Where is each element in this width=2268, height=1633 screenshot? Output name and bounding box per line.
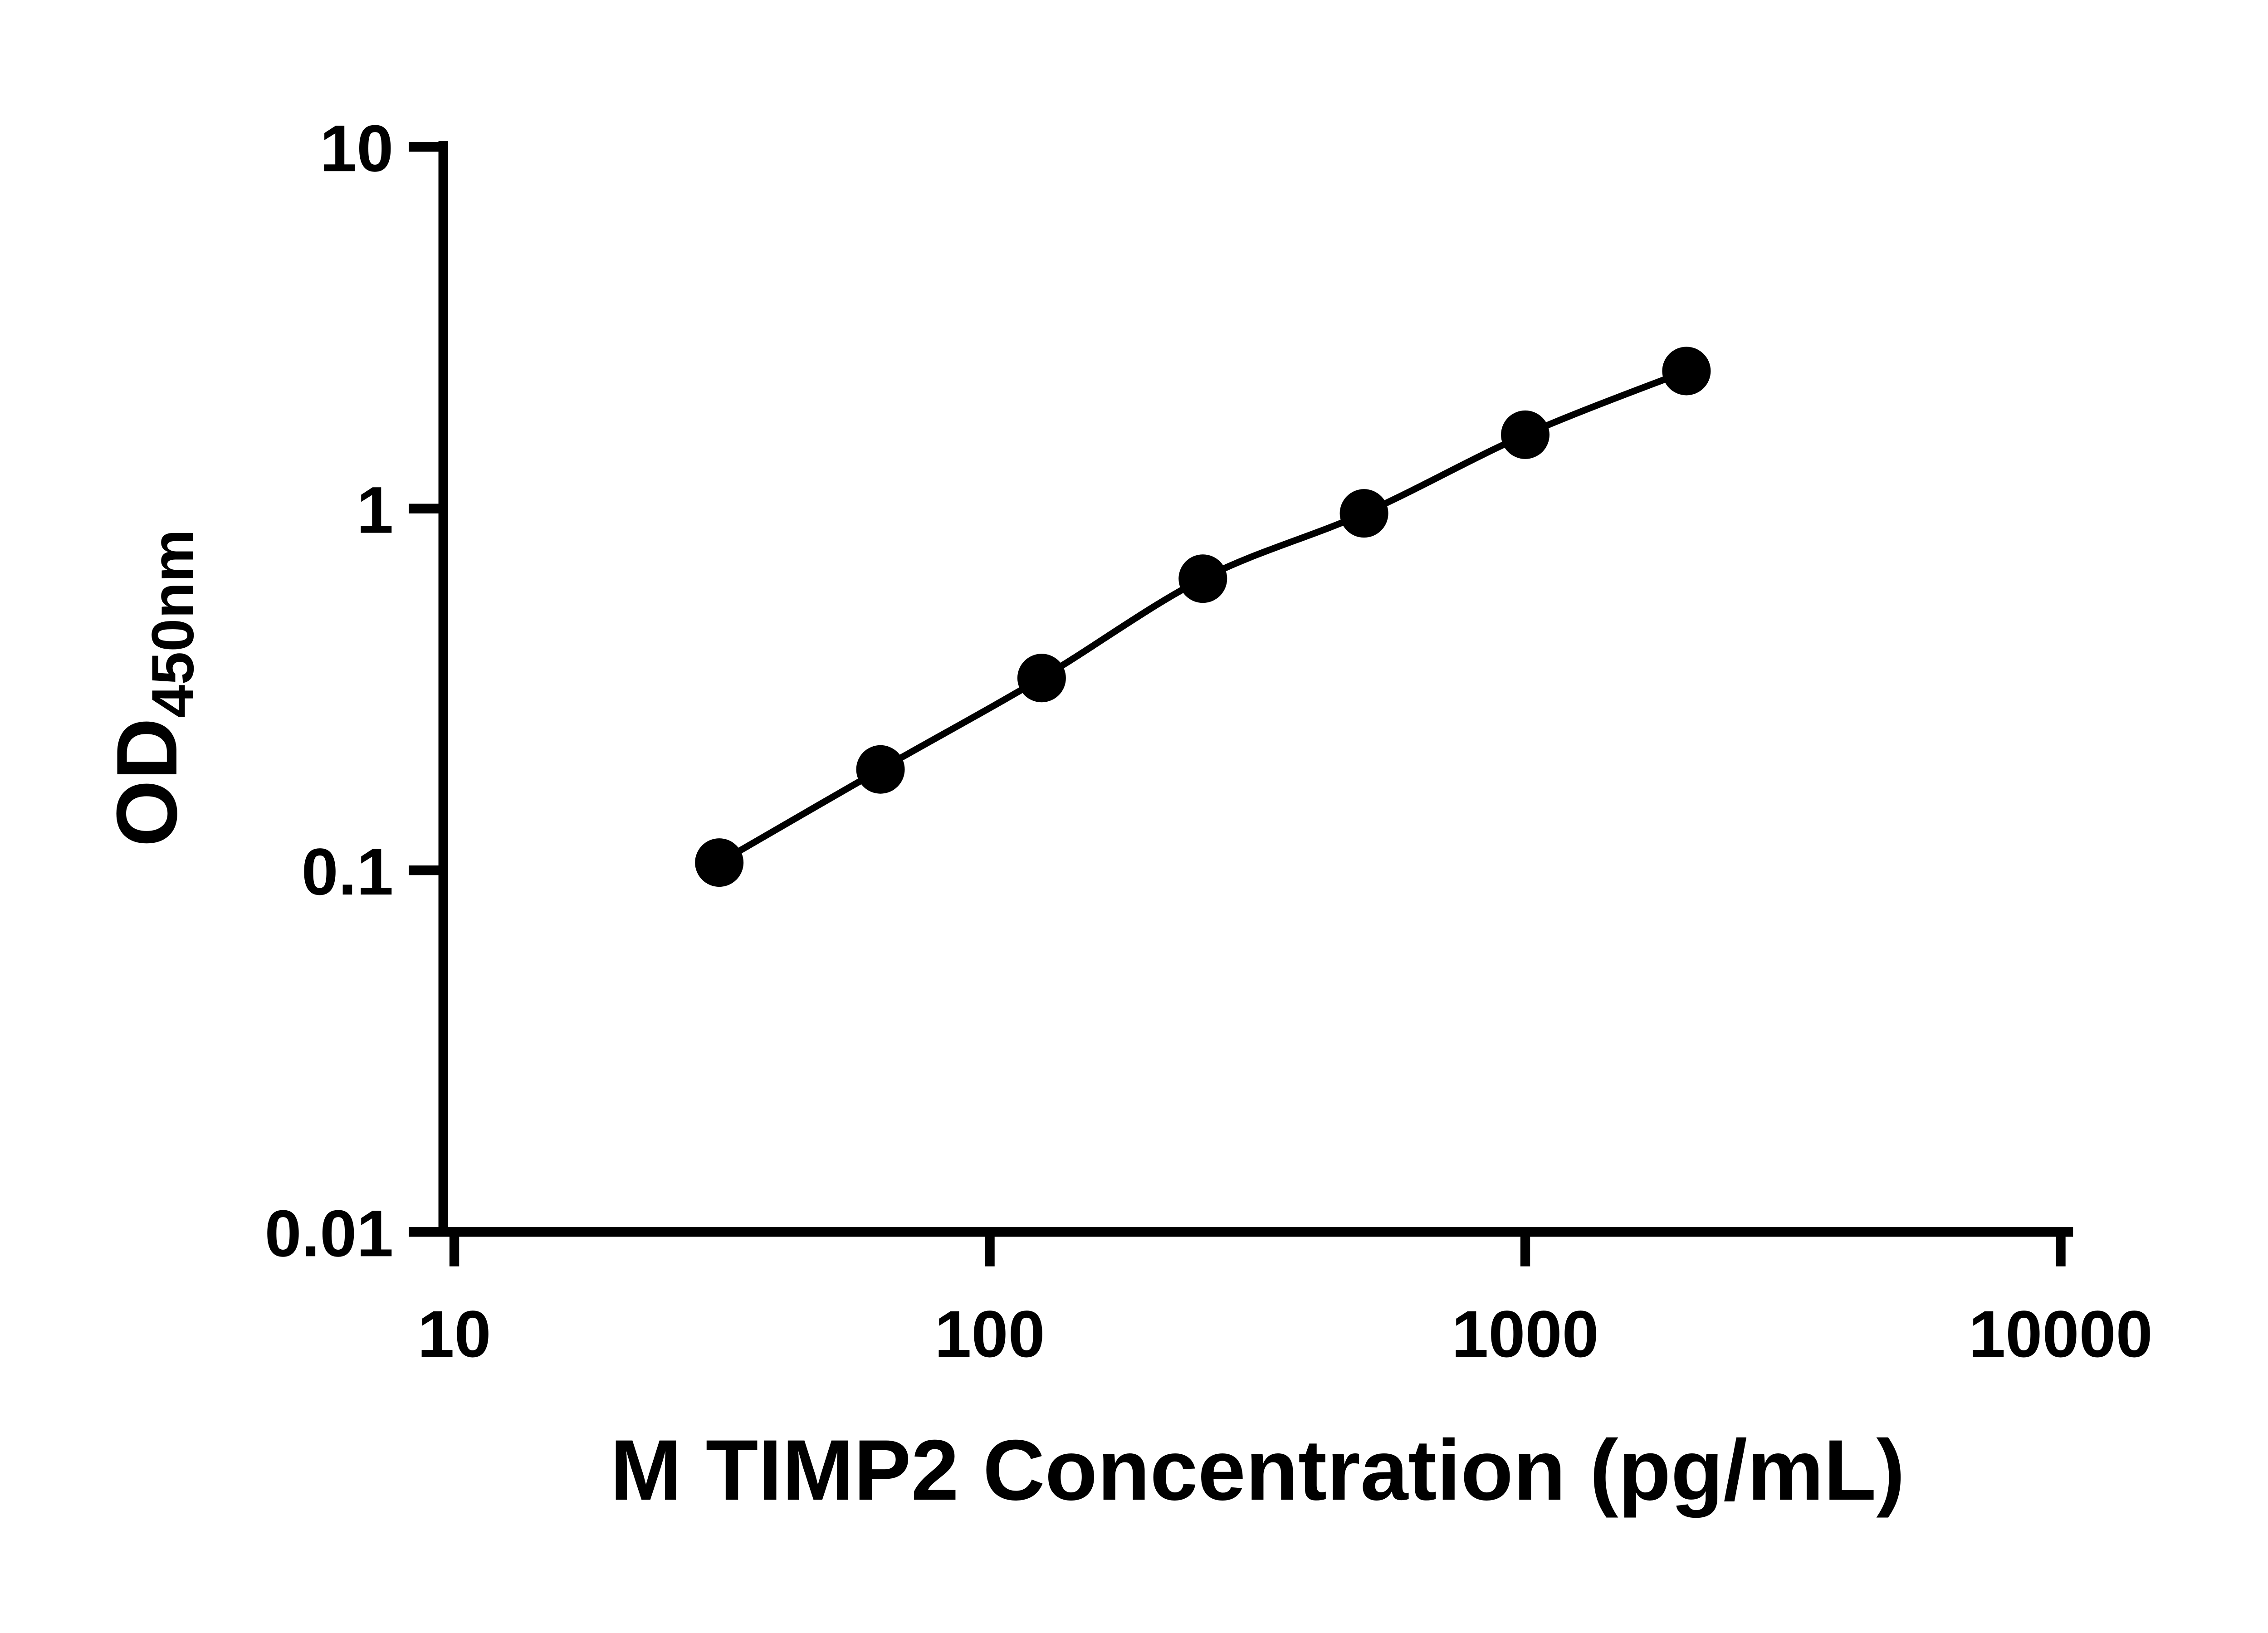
- series-layer: [695, 347, 1711, 887]
- data-point: [1178, 554, 1227, 603]
- ticks-layer: 10 100 1000 10000 0.01 0.1 1 10: [265, 111, 2153, 1371]
- data-point: [1501, 410, 1549, 459]
- data-point: [1339, 489, 1388, 538]
- y-axis-title-sub: 450nm: [139, 529, 206, 718]
- axes-layer: [438, 141, 2073, 1237]
- data-point: [695, 838, 744, 887]
- x-tick-label: 1000: [1452, 1297, 1598, 1371]
- x-tick-label: 10000: [1969, 1297, 2153, 1371]
- x-tick-label: 100: [934, 1297, 1045, 1371]
- y-tick-label: 0.1: [302, 835, 394, 909]
- y-axis-title-main: OD: [99, 718, 195, 847]
- y-tick-label: 10: [320, 111, 393, 185]
- y-axis-title: OD450nm: [99, 529, 206, 847]
- data-point: [1662, 347, 1711, 396]
- chart-canvas: 10 100 1000 10000 0.01 0.1 1 10 M TIMP2 Concent…: [98, 111, 2153, 1519]
- x-axis-title: M TIMP2 Concentration (pg/mL): [610, 1422, 1905, 1518]
- data-point: [1017, 654, 1066, 703]
- y-tick-label: 0.01: [265, 1196, 394, 1270]
- y-tick-label: 1: [357, 473, 393, 547]
- x-tick-label: 10: [417, 1297, 491, 1371]
- standard-curve-figure: 10 100 1000 10000 0.01 0.1 1 10 M TIMP2 Concent…: [98, 111, 2153, 1519]
- data-point: [856, 745, 905, 794]
